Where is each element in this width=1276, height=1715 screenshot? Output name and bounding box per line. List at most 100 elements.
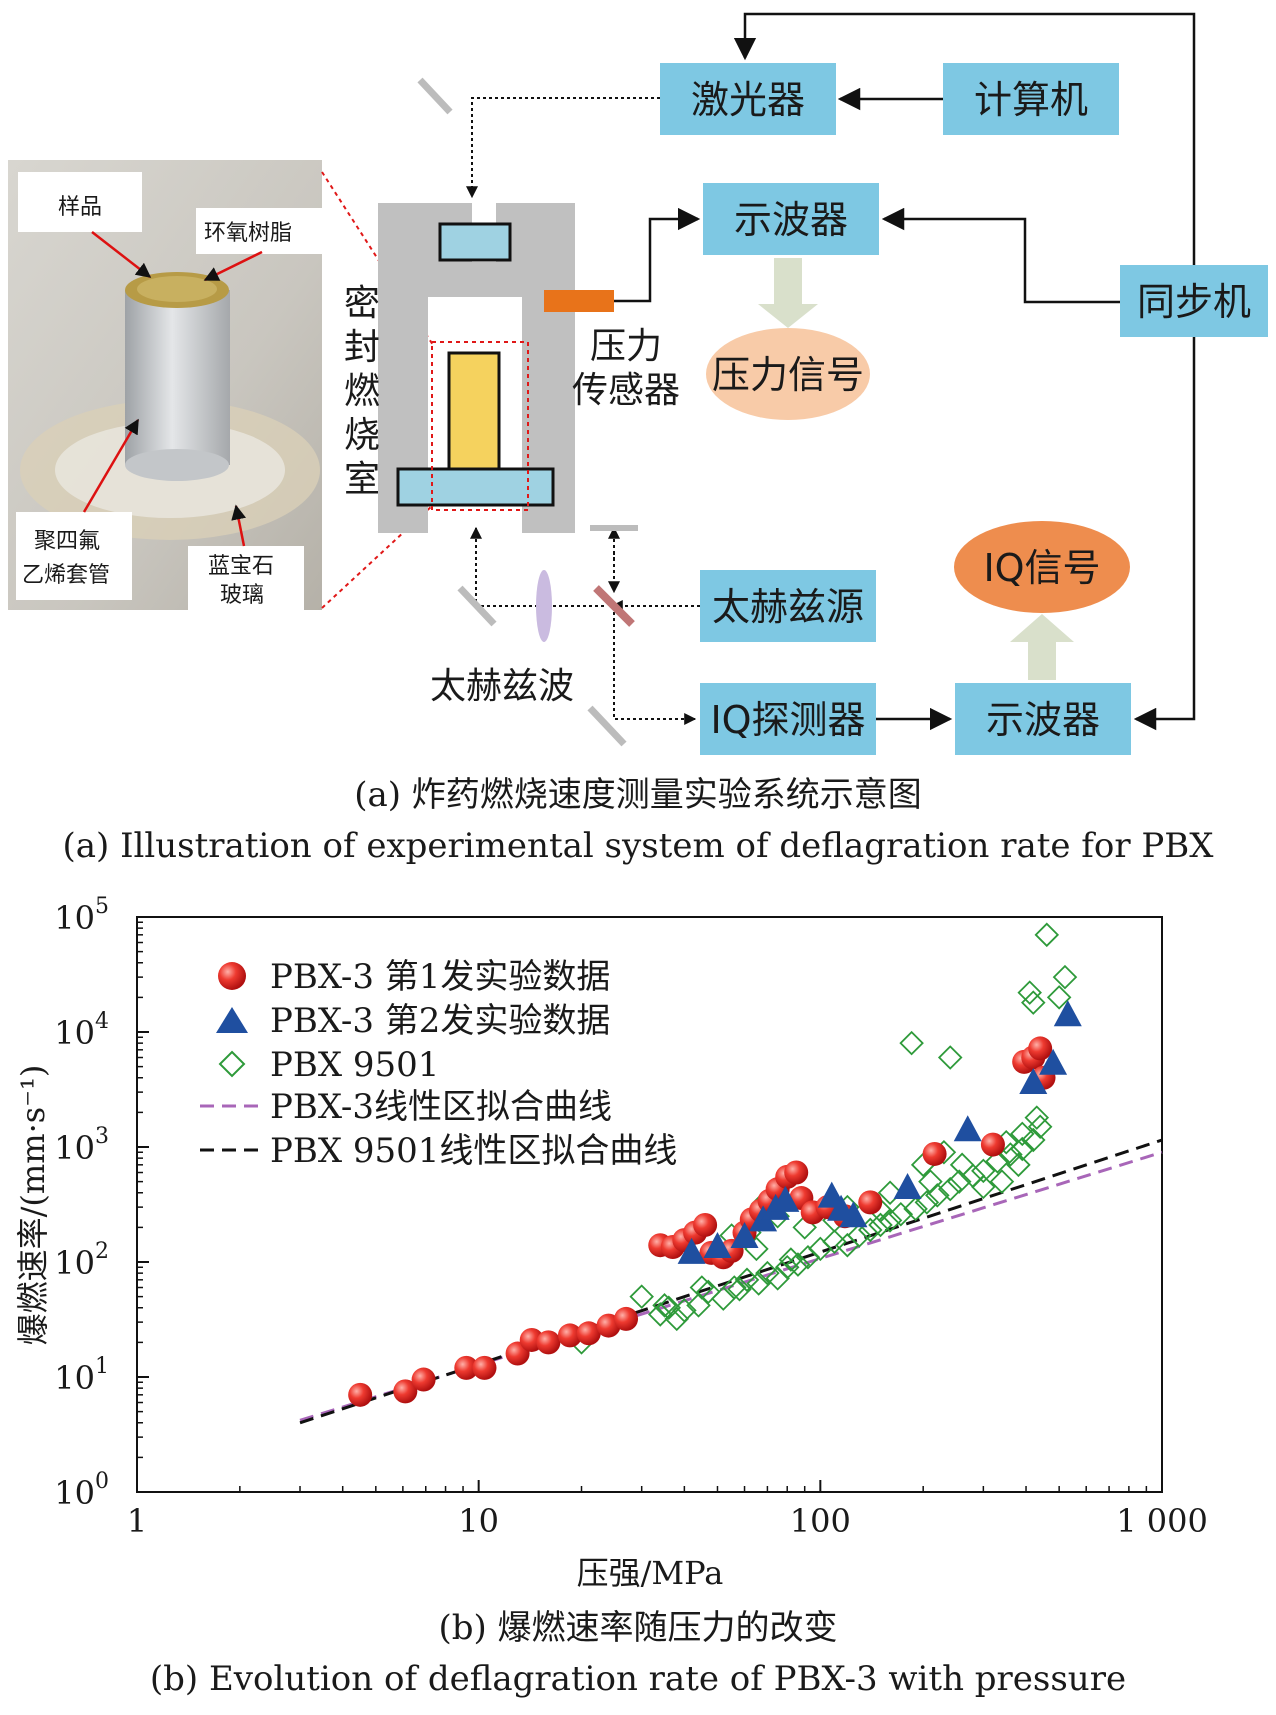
photo-label-epoxy: 环氧树脂 — [204, 221, 292, 246]
legend-label-shot1: PBX-3 第1发实验数据 — [270, 957, 610, 997]
data-point-pbx9501 — [727, 1276, 752, 1302]
data-point-pbx3-shot1 — [922, 1141, 947, 1166]
data-point-pbx9501 — [877, 1208, 903, 1233]
data-point-pbx3-shot1 — [472, 1355, 497, 1380]
data-point-pbx3-shot1 — [576, 1321, 601, 1346]
data-point-pbx9501 — [1021, 1127, 1046, 1153]
data-point-pbx9501 — [795, 1244, 821, 1270]
y-tick-label: 101 — [54, 1354, 109, 1397]
label-thz-wave: 太赫兹波 — [430, 666, 574, 707]
data-point-pbx9501 — [785, 1252, 811, 1277]
label-chamber-4: 烧 — [344, 415, 380, 456]
y-tick-label: 100 — [54, 1469, 109, 1512]
y-tick-label: 105 — [54, 894, 109, 937]
data-point-pbx9501 — [822, 1229, 847, 1255]
beam-splitter — [593, 585, 635, 627]
arrow-to-pressure-signal — [758, 258, 818, 328]
label-chamber-1: 密 — [344, 283, 380, 324]
computer-box-label: 计算机 — [974, 78, 1088, 122]
data-point-pbx9501 — [918, 1169, 943, 1194]
photo-label-ptfe-2: 乙烯套管 — [22, 563, 110, 588]
oscilloscope-top-label: 示波器 — [734, 198, 848, 242]
data-point-pbx9501 — [971, 1158, 996, 1184]
data-point-pbx9501 — [846, 1223, 872, 1248]
data-point-pbx9501 — [888, 1202, 914, 1227]
laser-box — [660, 63, 836, 135]
data-point-pbx3-shot1 — [393, 1379, 418, 1404]
data-point-pbx9501 — [937, 1045, 963, 1070]
data-point-pbx3-shot1 — [411, 1367, 436, 1392]
x-axis-label: 压强/MPa — [577, 1554, 724, 1592]
x-tick-label: 10 — [458, 1502, 499, 1540]
data-point-pbx3-shot2 — [1053, 1000, 1082, 1027]
series-pbx3-shot2 — [677, 1000, 1082, 1264]
data-point-pbx3-shot2 — [893, 1173, 922, 1200]
data-point-pbx9501 — [689, 1275, 715, 1300]
pressure-signal-label: 压力信号 — [712, 353, 864, 397]
label-chamber-5: 室 — [344, 459, 380, 500]
y-tick-label: 102 — [54, 1239, 109, 1282]
data-point-pbx3-shot1 — [454, 1355, 479, 1380]
y-axis: 100 101 102 103 104 105 — [54, 894, 149, 1512]
data-point-pbx9501 — [696, 1279, 721, 1305]
caption-b-en: (b) Evolution of deflagration rate of PB… — [150, 1659, 1126, 1699]
data-point-pbx9501 — [722, 1275, 747, 1300]
data-point-pbx9501 — [877, 1180, 903, 1206]
sync-box-label: 同步机 — [1137, 280, 1251, 324]
fit-line — [299, 1138, 1163, 1425]
caption-a-en: (a) Illustration of experimental system … — [62, 826, 1214, 866]
iq-detector-box — [700, 683, 876, 755]
data-point-pbx9501 — [989, 1169, 1015, 1194]
lens — [536, 570, 552, 642]
data-point-pbx3-shot1 — [1028, 1036, 1053, 1061]
mirror-bottom — [587, 705, 627, 747]
data-point-pbx3-shot1 — [557, 1323, 582, 1348]
oscilloscope-top-box — [703, 183, 879, 255]
y-tick-label: 103 — [54, 1124, 109, 1167]
data-point-pbx3-shot2 — [730, 1221, 759, 1248]
caption-b-zh: (b) 爆燃速率随压力的改变 — [438, 1608, 837, 1648]
data-point-pbx3-shot2 — [677, 1237, 706, 1264]
data-point-pbx9501 — [835, 1232, 860, 1258]
data-point-pbx9501 — [664, 1306, 690, 1332]
data-point-pbx9501 — [1034, 922, 1060, 948]
data-point-pbx3-shot1 — [693, 1212, 718, 1237]
data-point-pbx9501 — [937, 1176, 963, 1202]
data-point-pbx3-shot2 — [953, 1115, 982, 1142]
series-pbx9501 — [569, 922, 1078, 1355]
y-axis-label: 爆燃速率/(mm·s⁻¹) — [14, 1065, 52, 1346]
data-point-pbx9501 — [946, 1169, 972, 1194]
arrow-to-iq-signal — [1010, 614, 1074, 680]
data-point-pbx9501 — [868, 1212, 893, 1238]
data-point-pbx9501 — [1010, 1121, 1035, 1147]
plot-frame — [136, 916, 1163, 1493]
label-pressure-sensor-1: 压力 — [590, 326, 662, 367]
laser-box-label: 激光器 — [691, 78, 805, 122]
data-point-pbx3-shot1 — [980, 1132, 1005, 1157]
x-tick-label: 100 — [790, 1502, 851, 1540]
photo-label-sapphire-2: 玻璃 — [220, 583, 264, 608]
legend-label-pbx3-fit: PBX-3线性区拟合曲线 — [270, 1087, 612, 1127]
legend-label-9501: PBX 9501 — [270, 1045, 439, 1085]
label-chamber-2: 封 — [344, 327, 380, 368]
legend-marker-9501 — [218, 1050, 246, 1078]
x-tick-label: 1 000 — [1116, 1502, 1208, 1540]
combustion-chamber — [378, 203, 614, 533]
data-point-pbx9501 — [1046, 985, 1072, 1010]
data-point-pbx3-shot2 — [703, 1232, 732, 1259]
x-axis: 1 10 100 1 000 — [127, 1480, 1208, 1540]
computer-box — [943, 63, 1119, 135]
data-point-pbx9501 — [652, 1293, 677, 1318]
sync-box — [1120, 265, 1268, 337]
data-point-pbx3-shot1 — [536, 1330, 561, 1355]
photo-label-sample: 样品 — [58, 195, 102, 220]
data-point-pbx3-shot2 — [1019, 1068, 1048, 1095]
data-point-pbx9501 — [1021, 990, 1046, 1015]
data-point-pbx9501 — [1024, 1105, 1050, 1130]
oscilloscope-bottom-label: 示波器 — [986, 698, 1100, 742]
data-point-pbx9501 — [765, 1266, 790, 1291]
pressure-sensor — [544, 290, 614, 312]
data-point-pbx3-shot1 — [348, 1382, 373, 1407]
data-point-pbx3-shot1 — [784, 1160, 809, 1185]
